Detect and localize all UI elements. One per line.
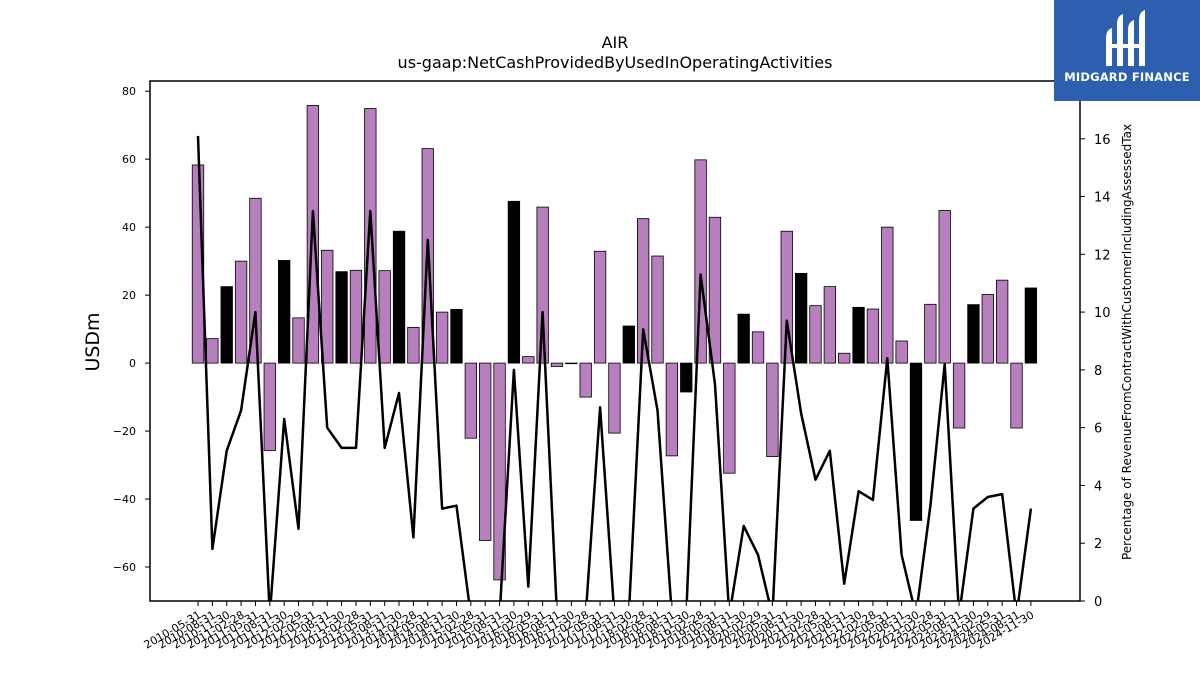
bar <box>450 308 463 364</box>
y2-tick-label: 10 <box>1094 306 1111 321</box>
bar <box>378 270 391 364</box>
bar <box>593 250 607 364</box>
percentage-line-series <box>196 135 1033 601</box>
y2-axis-label: Percentage of RevenueFromContractWithCus… <box>1120 124 1134 560</box>
y2-tick-label: 8 <box>1094 364 1102 379</box>
y-tick-label: 40 <box>122 221 136 234</box>
y-tick-label: −40 <box>113 493 136 506</box>
bar <box>881 226 894 364</box>
bar <box>637 218 650 364</box>
bar <box>234 260 248 364</box>
bar <box>852 306 865 364</box>
bar <box>335 271 348 364</box>
bar <box>220 286 233 364</box>
bar <box>608 362 621 434</box>
bar <box>823 286 836 364</box>
y-tick-label: −60 <box>113 561 136 574</box>
bar <box>794 272 808 364</box>
bar <box>321 249 334 364</box>
bar <box>522 356 535 364</box>
bar <box>536 206 549 364</box>
y-tick-label: 60 <box>122 153 136 166</box>
y-axis-label: USDm <box>82 312 104 371</box>
bar <box>680 362 693 393</box>
bar <box>292 317 305 364</box>
bar <box>278 260 291 364</box>
bar <box>780 230 793 364</box>
bar <box>479 362 492 541</box>
bar <box>895 340 908 364</box>
bar <box>1010 362 1023 429</box>
bar <box>507 200 521 364</box>
bar <box>579 362 592 398</box>
bar <box>981 294 994 364</box>
chart-title: AIR <box>602 33 629 52</box>
bar <box>464 362 477 439</box>
bar <box>565 362 578 365</box>
y-tick-label: 80 <box>122 85 136 98</box>
bar <box>206 338 219 364</box>
bar <box>435 311 449 364</box>
y2-tick-label: 12 <box>1094 248 1111 263</box>
bar <box>952 362 966 429</box>
bar <box>909 362 923 521</box>
bar <box>263 362 276 451</box>
x-axis-ticks: 2010-05-312010-08-312010-11-302011-02-28… <box>142 601 1036 652</box>
y2-tick-label: 14 <box>1094 191 1111 206</box>
bar <box>651 255 664 364</box>
bar <box>1024 287 1038 364</box>
y2-tick-label: 6 <box>1094 422 1102 437</box>
bar <box>838 352 851 364</box>
midgard-m-logo-icon <box>1106 10 1145 66</box>
bar <box>723 362 736 474</box>
brand-logo: MIDGARD FINANCE <box>1054 0 1200 101</box>
bar <box>622 325 635 364</box>
brand-logo-text: MIDGARD FINANCE <box>1064 70 1190 84</box>
bar-series <box>191 105 1038 581</box>
bar <box>996 279 1009 364</box>
chart-subtitle: us-gaap:NetCashProvidedByUsedInOperating… <box>398 53 833 72</box>
bar <box>249 197 262 364</box>
bar <box>694 159 707 364</box>
y2-tick-label: 4 <box>1094 479 1102 494</box>
right-axis-ticks: 0 2 4 6 8 10 12 14 16 <box>1080 133 1111 610</box>
bar <box>938 210 951 364</box>
bar <box>809 305 822 364</box>
y-tick-label: 0 <box>129 357 136 370</box>
bar <box>407 327 420 364</box>
bar <box>766 362 779 457</box>
bar <box>866 308 880 364</box>
bar <box>349 269 363 364</box>
bar <box>392 230 406 364</box>
bar <box>493 362 506 581</box>
bar <box>708 216 722 364</box>
bar <box>924 303 937 364</box>
bar <box>737 313 750 364</box>
bar <box>550 362 564 367</box>
y2-tick-label: 0 <box>1094 595 1102 610</box>
y2-tick-label: 2 <box>1094 537 1102 552</box>
bar <box>967 304 980 364</box>
y2-tick-label: 16 <box>1094 133 1111 148</box>
plot-frame <box>149 80 1081 602</box>
percentage-line <box>196 135 1033 601</box>
y-tick-label: 20 <box>122 289 136 302</box>
bar <box>751 331 765 364</box>
left-axis-ticks: 80 60 40 20 0 −20 −40 −60 <box>113 85 150 574</box>
y-tick-label: −20 <box>113 425 136 438</box>
bar <box>665 362 679 457</box>
bar <box>364 108 377 364</box>
